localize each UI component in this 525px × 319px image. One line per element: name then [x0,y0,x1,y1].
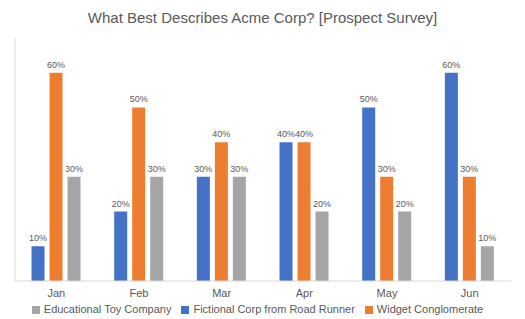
svg-text:20%: 20% [313,199,331,209]
html-text:Educational Toy Company: Educational Toy Company [43,303,172,315]
html-text:What Best Describes Acme Corp?: What Best Describes Acme Corp? [Prospect… [87,9,438,26]
svg-text:Feb: Feb [130,287,149,299]
svg-text:60%: 60% [442,60,460,70]
svg-text:20%: 20% [396,199,414,209]
svg-text:30%: 30% [148,164,166,174]
svg-text:30%: 30% [194,164,212,174]
svg-text:30%: 30% [460,164,478,174]
svg-text:50%: 50% [130,94,148,104]
svg-text:Apr: Apr [296,287,313,299]
svg-text:Mar: Mar [212,287,231,299]
svg-text:20%: 20% [112,199,130,209]
svg-text:40%: 40% [212,129,230,139]
svg-text:May: May [377,287,398,299]
svg-text:10%: 10% [29,233,47,243]
svg-text:50%: 50% [360,94,378,104]
svg-text:Jun: Jun [461,287,479,299]
html-text:Fictional Corp from Road Runne: Fictional Corp from Road Runner [193,303,355,315]
svg-text:60%: 60% [47,60,65,70]
svg-text:30%: 30% [378,164,396,174]
svg-text:40%: 40% [277,129,295,139]
svg-text:30%: 30% [230,164,248,174]
svg-text:Jan: Jan [47,287,65,299]
html-text:Widget Conglomerate: Widget Conglomerate [376,303,484,315]
svg-text:30%: 30% [65,164,83,174]
svg-text:10%: 10% [478,233,496,243]
svg-text:40%: 40% [295,129,313,139]
